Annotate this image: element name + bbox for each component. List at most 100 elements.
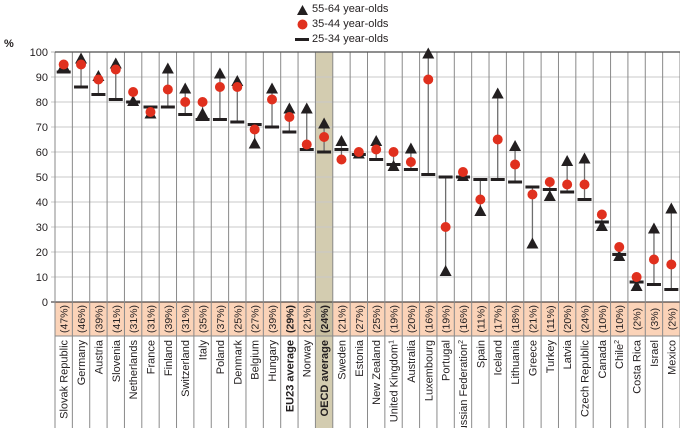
x-tick-label: Switzerland (180, 340, 192, 397)
percentage-label: (31%) (180, 305, 192, 333)
marker-55-64 (266, 82, 279, 94)
x-tick-label: United Kingdom1 (389, 340, 401, 422)
marker-35-44 (58, 59, 69, 70)
footnote-marker: 1 (389, 340, 396, 344)
percentage-label: (41%) (111, 305, 123, 333)
marker-55-64 (283, 102, 296, 114)
percentage-label: (21%) (336, 305, 348, 333)
y-tick-label: 70 (36, 122, 48, 134)
dash-marker-icon (295, 37, 309, 42)
percentage-label: (31%) (128, 305, 140, 333)
percentage-label: (21%) (302, 305, 314, 333)
marker-35-44 (128, 87, 139, 97)
marker-35-44 (544, 177, 555, 187)
x-tick-label: Portugal (441, 340, 453, 381)
percentage-label: (31%) (145, 305, 157, 333)
marker-25-34 (664, 288, 679, 291)
marker-55-64 (161, 62, 174, 74)
marker-35-44 (527, 189, 538, 200)
y-tick-label: 50 (36, 172, 48, 184)
y-tick-label: 10 (36, 272, 48, 284)
marker-35-44 (180, 97, 191, 107)
percentage-label: (27%) (354, 305, 366, 333)
y-axis-unit-label: % (4, 38, 14, 50)
marker-25-34 (230, 120, 245, 124)
x-tick-label: Poland (215, 340, 227, 374)
marker-35-44 (579, 179, 590, 190)
highlight-label-cell (315, 336, 333, 428)
percentage-label: (29%) (284, 305, 296, 333)
x-tick-label: Mexico (666, 340, 678, 375)
y-tick-label: 100 (30, 47, 48, 59)
marker-25-34 (195, 118, 210, 121)
legend-label: 25-34 year-olds (312, 33, 389, 45)
marker-35-44 (93, 74, 104, 85)
y-tick-label: 20 (36, 247, 48, 259)
marker-55-64 (318, 117, 331, 129)
marker-35-44 (614, 242, 625, 252)
percentage-label: (19%) (389, 305, 401, 333)
percentage-label: (16%) (423, 305, 435, 333)
marker-35-44 (457, 167, 468, 177)
x-tick-label: Chile2 (614, 340, 626, 369)
marker-35-44 (214, 82, 225, 92)
x-tick-label: Belgium (250, 340, 262, 380)
x-tick-label: OECD average (319, 340, 331, 416)
x-tick-label: Costa Rica (632, 339, 644, 394)
highlight-band-cell (315, 302, 333, 336)
x-tick-label: Sweden (336, 340, 348, 380)
marker-25-34 (438, 175, 453, 179)
marker-35-44 (562, 179, 573, 190)
footnote-marker: 2 (458, 340, 465, 344)
marker-25-34 (508, 180, 523, 184)
marker-35-44 (197, 97, 208, 107)
y-tick-label: 60 (36, 147, 48, 159)
marker-25-34 (369, 158, 384, 161)
triangle-marker-icon (295, 4, 309, 15)
marker-25-34 (178, 113, 193, 116)
percentage-label: (10%) (597, 305, 609, 333)
x-tick-label: Australia (406, 339, 418, 383)
marker-35-44 (596, 209, 607, 220)
marker-35-44 (249, 124, 260, 135)
marker-55-64 (213, 67, 226, 79)
percentage-label: (24%) (319, 305, 331, 333)
y-tick-label: 40 (36, 197, 48, 209)
percentage-label: (37%) (215, 305, 227, 333)
marker-35-44 (232, 82, 243, 92)
marker-55-64 (526, 237, 539, 249)
marker-25-34 (317, 150, 332, 154)
marker-25-34 (542, 188, 557, 191)
marker-35-44 (162, 84, 173, 95)
percentage-label: (11%) (545, 305, 557, 332)
marker-55-64 (491, 87, 504, 99)
marker-55-64 (630, 280, 643, 291)
marker-35-44 (440, 222, 451, 232)
marker-55-64 (665, 202, 678, 214)
percentage-label: (24%) (580, 305, 592, 333)
marker-35-44 (510, 159, 521, 170)
x-tick-label: Spain (475, 340, 487, 368)
marker-35-44 (76, 59, 87, 70)
marker-25-34 (160, 105, 175, 109)
x-tick-label: Luxembourg (423, 340, 435, 401)
percentage-label: (2%) (666, 308, 678, 330)
percentage-label: (21%) (527, 305, 539, 333)
marker-25-34 (577, 198, 592, 201)
marker-25-34 (525, 185, 540, 189)
marker-55-64 (509, 140, 522, 151)
marker-25-34 (212, 118, 227, 121)
marker-35-44 (648, 254, 659, 265)
marker-25-34 (403, 168, 418, 171)
chart-legend: 55-64 year-olds 35-44 year-olds 25-34 ye… (295, 2, 388, 47)
marker-55-64 (248, 137, 261, 149)
x-tick-label: Lithuania (510, 339, 522, 385)
marker-55-64 (422, 47, 435, 59)
percentage-label: (10%) (614, 305, 626, 333)
percentage-label: (16%) (458, 305, 470, 333)
x-tick-label: Germany (76, 340, 88, 386)
marker-25-34 (473, 178, 488, 181)
x-tick-label: Turkey (545, 340, 557, 374)
marker-35-44 (336, 154, 347, 165)
